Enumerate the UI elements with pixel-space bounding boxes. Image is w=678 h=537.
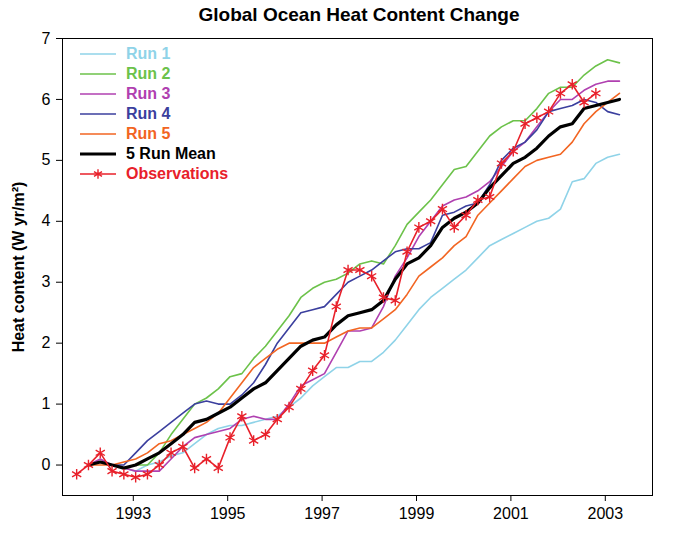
svg-text:2003: 2003 [588, 505, 624, 522]
html-text:Run 1: Run 1 [126, 45, 171, 62]
svg-text:3: 3 [42, 273, 51, 290]
svg-text:4: 4 [42, 212, 51, 229]
html-text:Run 4: Run 4 [126, 105, 171, 122]
html-text:Run 3: Run 3 [126, 85, 171, 102]
svg-text:0: 0 [42, 456, 51, 473]
svg-text:2: 2 [42, 334, 51, 351]
svg-text:7: 7 [42, 30, 51, 47]
svg-text:5: 5 [42, 151, 51, 168]
svg-text:1995: 1995 [210, 505, 246, 522]
svg-text:1999: 1999 [399, 505, 435, 522]
svg-text:2001: 2001 [493, 505, 529, 522]
svg-text:Heat content (W yr/m²): Heat content (W yr/m²) [10, 182, 27, 353]
html-text:Observations: Observations [126, 165, 229, 182]
svg-text:1997: 1997 [304, 505, 340, 522]
html-text:Run 2: Run 2 [126, 65, 171, 82]
svg-text:1993: 1993 [116, 505, 152, 522]
svg-text:6: 6 [42, 91, 51, 108]
svg-text:1: 1 [42, 395, 51, 412]
html-text:Run 5: Run 5 [126, 125, 171, 142]
html-text:Global Ocean Heat Content Chan: Global Ocean Heat Content Change [198, 4, 520, 25]
html-text:5 Run Mean: 5 Run Mean [126, 145, 216, 162]
